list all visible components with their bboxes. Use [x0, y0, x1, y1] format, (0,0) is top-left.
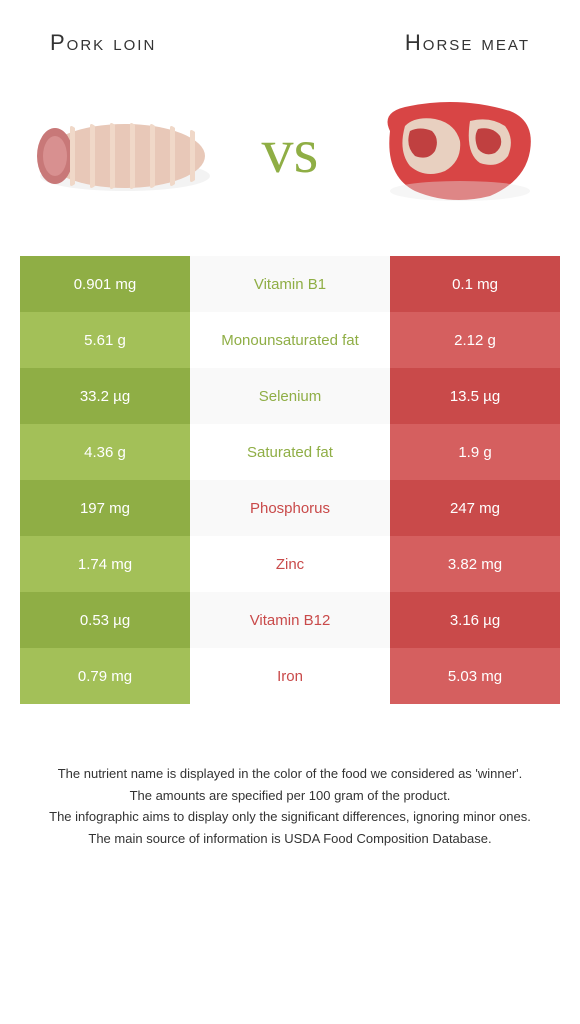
right-value: 2.12 g: [390, 312, 560, 368]
right-value: 5.03 mg: [390, 648, 560, 704]
vs-label: vs: [262, 114, 319, 188]
footer-notes: The nutrient name is displayed in the co…: [10, 704, 570, 848]
footer-line: The amounts are specified per 100 gram o…: [30, 786, 550, 806]
nutrient-name: Iron: [190, 648, 390, 704]
nutrient-name: Zinc: [190, 536, 390, 592]
horse-meat-image: [360, 76, 550, 226]
title-right: Horse meat: [405, 30, 530, 56]
table-row: 1.74 mgZinc3.82 mg: [20, 536, 560, 592]
left-value: 0.53 µg: [20, 592, 190, 648]
left-value: 0.79 mg: [20, 648, 190, 704]
left-value: 5.61 g: [20, 312, 190, 368]
table-row: 5.61 gMonounsaturated fat2.12 g: [20, 312, 560, 368]
table-row: 0.79 mgIron5.03 mg: [20, 648, 560, 704]
pork-loin-image: [30, 76, 220, 226]
nutrient-name: Monounsaturated fat: [190, 312, 390, 368]
left-value: 4.36 g: [20, 424, 190, 480]
table-row: 0.901 mgVitamin B10.1 mg: [20, 256, 560, 312]
table-row: 197 mgPhosphorus247 mg: [20, 480, 560, 536]
images-row: vs: [10, 76, 570, 256]
nutrient-name: Vitamin B1: [190, 256, 390, 312]
table-row: 4.36 gSaturated fat1.9 g: [20, 424, 560, 480]
right-value: 247 mg: [390, 480, 560, 536]
nutrient-name: Phosphorus: [190, 480, 390, 536]
left-value: 197 mg: [20, 480, 190, 536]
footer-line: The infographic aims to display only the…: [30, 807, 550, 827]
table-row: 33.2 µgSelenium13.5 µg: [20, 368, 560, 424]
nutrient-name: Selenium: [190, 368, 390, 424]
right-value: 3.16 µg: [390, 592, 560, 648]
right-value: 1.9 g: [390, 424, 560, 480]
table-row: 0.53 µgVitamin B123.16 µg: [20, 592, 560, 648]
left-value: 0.901 mg: [20, 256, 190, 312]
title-left: Pork loin: [50, 30, 156, 56]
right-value: 13.5 µg: [390, 368, 560, 424]
left-value: 33.2 µg: [20, 368, 190, 424]
header: Pork loin Horse meat: [10, 20, 570, 76]
right-value: 3.82 mg: [390, 536, 560, 592]
nutrient-name: Vitamin B12: [190, 592, 390, 648]
comparison-table: 0.901 mgVitamin B10.1 mg5.61 gMonounsatu…: [20, 256, 560, 704]
right-value: 0.1 mg: [390, 256, 560, 312]
footer-line: The main source of information is USDA F…: [30, 829, 550, 849]
footer-line: The nutrient name is displayed in the co…: [30, 764, 550, 784]
left-value: 1.74 mg: [20, 536, 190, 592]
nutrient-name: Saturated fat: [190, 424, 390, 480]
